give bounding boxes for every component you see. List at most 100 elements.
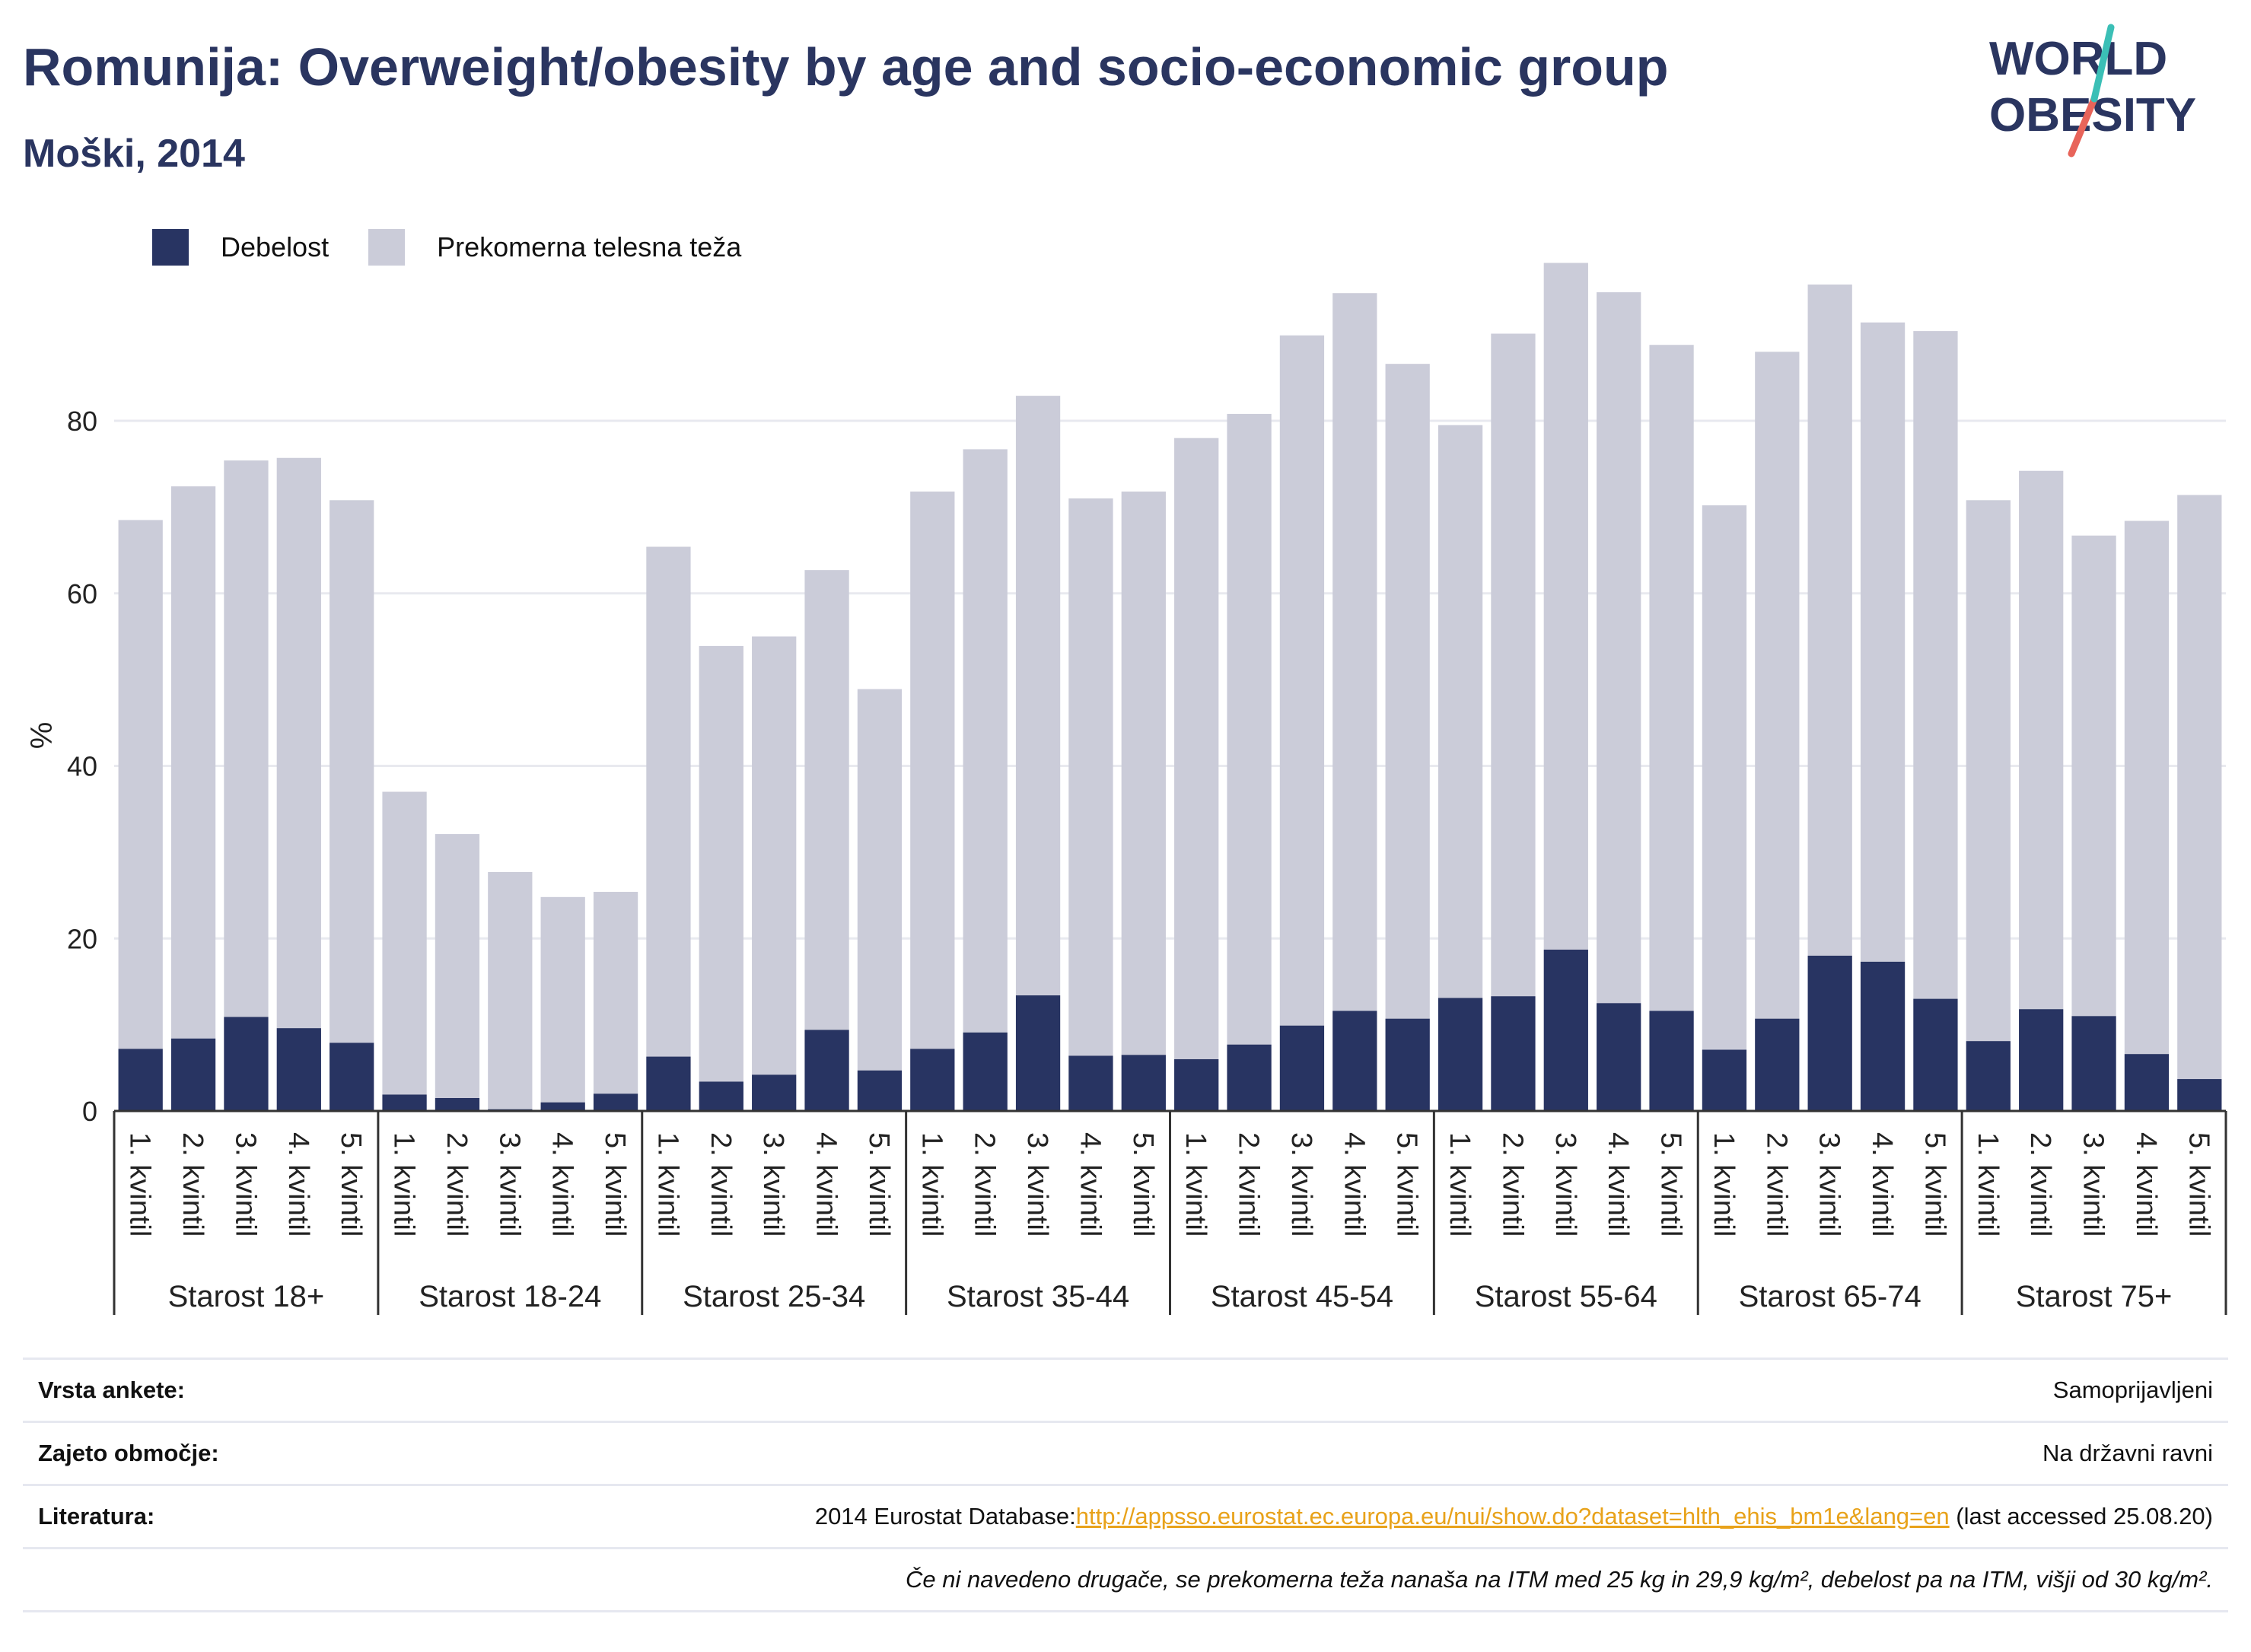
footer-label: Literatura: xyxy=(38,1503,155,1529)
y-tick-label: 80 xyxy=(67,406,97,437)
legend-swatch-overweight xyxy=(368,229,406,266)
world-obesity-logo: WORLD OBESITY xyxy=(1989,24,2196,158)
bar-obesity xyxy=(118,1049,163,1111)
bar-overweight xyxy=(963,449,1008,1033)
logo-text-world: WORLD xyxy=(1989,33,2167,85)
bar-overweight xyxy=(118,520,163,1049)
x-tick-label: 4. kvintil xyxy=(1074,1132,1106,1237)
bar-obesity xyxy=(1227,1044,1272,1111)
x-tick-label: 2. kvintil xyxy=(969,1132,1001,1237)
x-tick-label: 1. kvintil xyxy=(1180,1132,1211,1237)
logo-slash-red xyxy=(2068,95,2098,158)
bar-overweight xyxy=(2019,470,2064,1010)
bar-overweight xyxy=(1015,396,1061,996)
x-tick-label: 1. kvintil xyxy=(124,1132,156,1237)
bar-obesity xyxy=(1702,1049,1747,1111)
x-tick-label: 4. kvintil xyxy=(2130,1132,2162,1237)
bar-obesity xyxy=(963,1032,1008,1111)
group-label: Starost 65-74 xyxy=(1739,1280,1921,1313)
bar-obesity xyxy=(1913,998,1958,1111)
chart-title: Romunija: Overweight/obesity by age and … xyxy=(23,37,1669,97)
bar-obesity xyxy=(752,1074,797,1111)
bar-obesity xyxy=(1385,1018,1430,1111)
bar-overweight xyxy=(330,500,374,1043)
bar-obesity xyxy=(435,1097,480,1111)
x-tick-label: 5. kvintil xyxy=(1655,1132,1687,1237)
x-tick-label: 1. kvintil xyxy=(1972,1132,2004,1237)
bar-obesity xyxy=(1279,1025,1325,1111)
x-tick-label: 1. kvintil xyxy=(1708,1132,1740,1237)
bar-overweight xyxy=(1332,293,1377,1011)
x-tick-label: 2. kvintil xyxy=(177,1132,209,1237)
literature-link[interactable]: http://appsso.eurostat.ec.europa.eu/nui/… xyxy=(1075,1503,1950,1529)
x-tick-label: 4. kvintil xyxy=(282,1132,314,1237)
bar-overweight xyxy=(857,689,903,1071)
x-tick-label: 3. kvintil xyxy=(493,1132,525,1237)
bar-obesity xyxy=(2124,1054,2170,1111)
legend-swatch-obesity xyxy=(152,229,189,266)
bar-overweight xyxy=(276,457,321,1029)
x-tick-label: 5. kvintil xyxy=(599,1132,631,1237)
x-tick-label: 2. kvintil xyxy=(1233,1132,1265,1237)
legend-item-overweight[interactable]: Prekomerna telesna teža xyxy=(368,229,741,266)
bar-obesity xyxy=(804,1030,849,1111)
literature-prefix: 2014 Eurostat Database: xyxy=(814,1503,1076,1529)
bar-obesity xyxy=(1068,1055,1113,1111)
x-tick-label: 5. kvintil xyxy=(335,1132,367,1237)
bar-obesity xyxy=(1860,961,1906,1111)
bar-obesity xyxy=(1649,1011,1694,1111)
footer-table: Vrsta ankete: Samoprijavljeni Zajeto obm… xyxy=(23,1358,2228,1612)
x-tick-label: 1. kvintil xyxy=(388,1132,420,1237)
chart-subtitle: Moški, 2014 xyxy=(23,132,245,176)
bar-overweight xyxy=(752,636,797,1075)
bar-overweight xyxy=(1913,331,1958,999)
x-tick-label: 5. kvintil xyxy=(1918,1132,1950,1237)
bar-obesity xyxy=(646,1056,691,1111)
y-tick-label: 40 xyxy=(67,751,97,782)
bar-overweight xyxy=(1491,333,1536,997)
x-tick-label: 5. kvintil xyxy=(863,1132,895,1237)
bar-obesity xyxy=(330,1042,374,1111)
bar-overweight xyxy=(1121,491,1166,1055)
bar-overweight xyxy=(1807,284,1852,956)
group-label: Starost 18+ xyxy=(168,1280,325,1313)
bar-overweight xyxy=(1597,292,1641,1004)
x-tick-label: 4. kvintil xyxy=(546,1132,578,1237)
bar-obesity xyxy=(699,1081,743,1111)
group-label: Starost 45-54 xyxy=(1211,1280,1393,1313)
bar-overweight xyxy=(2124,520,2170,1055)
bar-overweight xyxy=(1438,425,1483,998)
x-tick-label: 4. kvintil xyxy=(1602,1132,1634,1237)
footer-value: 2014 Eurostat Database:http://appsso.eur… xyxy=(815,1503,2213,1530)
bar-obesity xyxy=(1015,995,1061,1111)
bar-overweight xyxy=(1755,352,1800,1019)
bar-overweight xyxy=(1279,335,1325,1026)
bar-obesity xyxy=(857,1070,903,1111)
bar-overweight xyxy=(699,645,743,1082)
legend-item-obesity[interactable]: Debelost xyxy=(152,229,329,266)
bar-overweight xyxy=(382,791,427,1095)
x-tick-label: 2. kvintil xyxy=(1760,1132,1792,1237)
x-tick-label: 2. kvintil xyxy=(441,1132,473,1237)
x-tick-label: 3. kvintil xyxy=(1813,1132,1845,1237)
bar-overweight xyxy=(540,896,585,1103)
footer-row-literature: Literatura: 2014 Eurostat Database:http:… xyxy=(23,1484,2228,1547)
bar-obesity xyxy=(2019,1009,2064,1111)
bar-obesity xyxy=(1174,1058,1219,1111)
bar-overweight xyxy=(170,486,216,1039)
bar-chart: 0 20 40 60 80% 1. kvintil 2. kvintil 3. kvintil… xyxy=(25,263,2227,1315)
bar-overweight xyxy=(1649,345,1694,1011)
bar-overweight xyxy=(593,892,638,1094)
x-tick-label: 5. kvintil xyxy=(1391,1132,1423,1237)
x-tick-label: 5. kvintil xyxy=(1127,1132,1159,1237)
bar-overweight xyxy=(1227,413,1272,1045)
bar-obesity xyxy=(1332,1011,1377,1111)
bar-obesity xyxy=(170,1038,216,1111)
x-tick-label: 3. kvintil xyxy=(229,1132,261,1237)
bar-obesity xyxy=(1807,955,1852,1111)
footer-value: Samoprijavljeni xyxy=(2052,1377,2213,1403)
x-tick-label: 1. kvintil xyxy=(651,1132,683,1237)
group-label: Starost 18-24 xyxy=(419,1280,601,1313)
x-tick-label: 1. kvintil xyxy=(1444,1132,1476,1237)
definition-note: Če ni navedeno drugače, se prekomerna te… xyxy=(906,1566,2213,1593)
